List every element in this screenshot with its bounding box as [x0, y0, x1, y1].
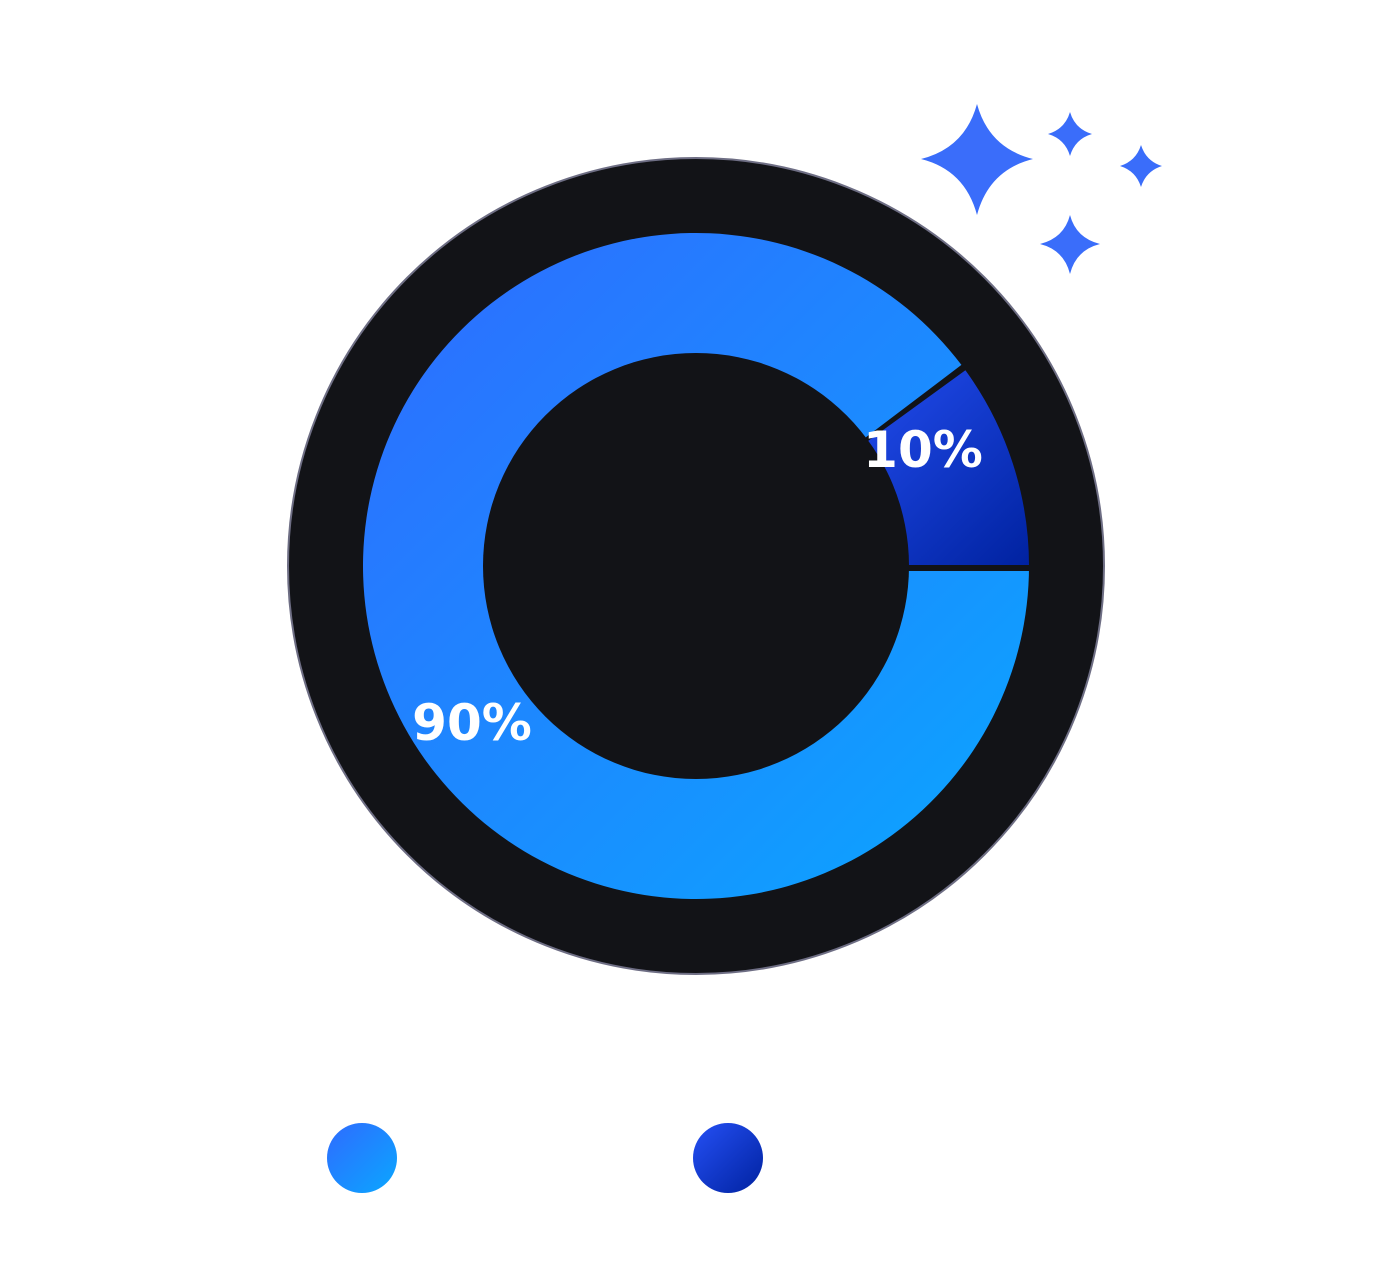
sparkle-medium-icon	[1040, 215, 1100, 274]
slice-labels: 90% 10%	[412, 421, 983, 752]
slice-label-1: 90%	[412, 694, 532, 752]
sparkle-small-icon	[1120, 145, 1162, 187]
sparkle-large-icon	[921, 104, 1033, 215]
donut-hole	[483, 353, 909, 779]
legend-swatch-series-2	[693, 1123, 763, 1193]
legend-swatch-series-1	[327, 1123, 397, 1193]
chart-legend	[327, 1123, 763, 1193]
sparkles-icon	[921, 104, 1162, 274]
slice-label-2: 10%	[863, 421, 983, 479]
donut-slice-1	[363, 233, 1029, 900]
sparkle-small-icon	[1048, 112, 1092, 156]
